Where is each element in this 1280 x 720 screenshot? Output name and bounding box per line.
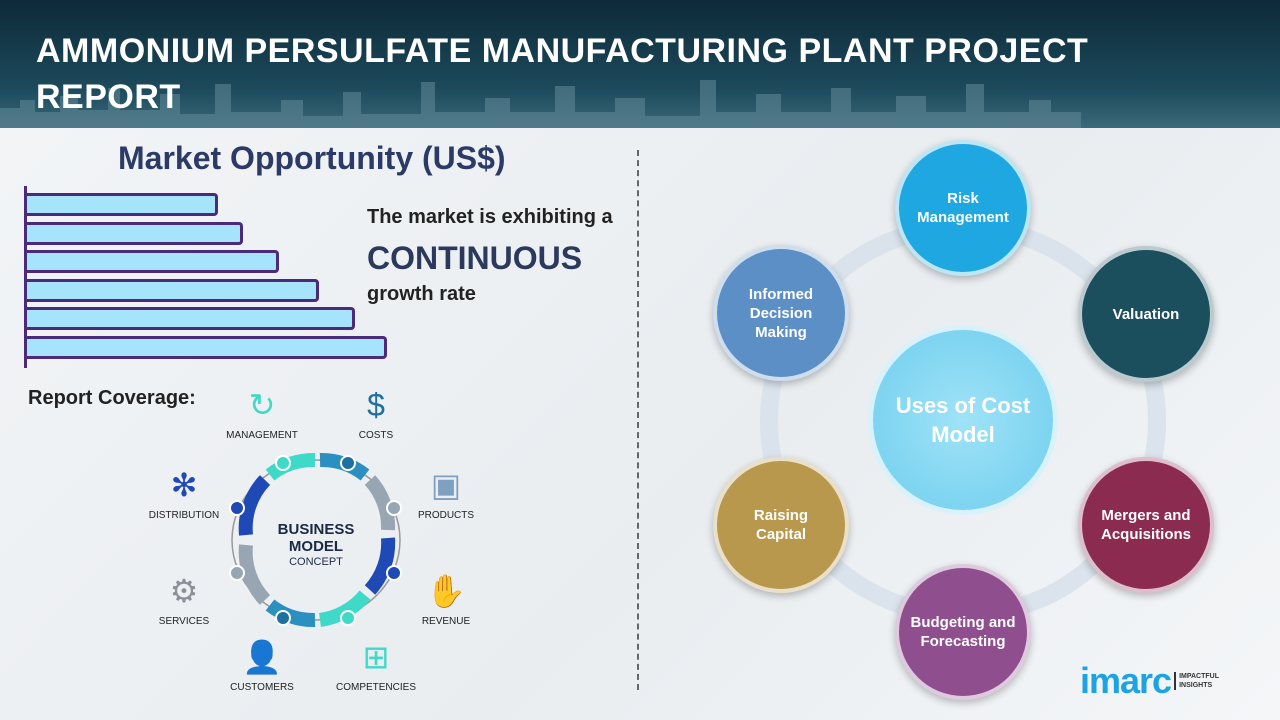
bar-axis [24, 186, 27, 368]
section-divider [637, 150, 639, 690]
market-bar [27, 307, 355, 330]
gears-icon: ⚙ [169, 573, 199, 609]
imarc-logo: imarc IMPACTFUL INSIGHTS [1080, 660, 1219, 702]
logo-name: imarc [1080, 660, 1172, 701]
logo-tagline2: INSIGHTS [1179, 682, 1213, 689]
coverage-label: COSTS [358, 430, 394, 441]
hand-coins-icon: ✋ [426, 573, 466, 609]
header-banner: AMMONIUM PERSULFATE MANUFACTURING PLANT … [0, 0, 1280, 128]
report-coverage-title: Report Coverage: [28, 387, 196, 409]
city-skyline [0, 80, 1081, 128]
coverage-label: PRODUCTS [417, 510, 475, 521]
bm-line3: CONCEPT [289, 556, 343, 568]
page-title: AMMONIUM PERSULFATE MANUFACTURING PLANT … [36, 32, 1089, 116]
box-icon: ▣ [430, 467, 462, 503]
use-node: Valuation [1078, 246, 1214, 382]
business-model-diagram: BUSINESS MODEL CONCEPT [229, 453, 402, 627]
market-bar [27, 335, 387, 359]
coverage-label: SERVICES [158, 616, 210, 627]
market-bar [27, 193, 218, 216]
coverage-label: COMPETENCIES [335, 682, 416, 693]
use-node: Raising Capital [713, 457, 849, 593]
coverage-label: REVENUE [421, 616, 471, 627]
bm-line2: MODEL [289, 538, 343, 555]
market-bar [27, 250, 279, 273]
user-icon: 👤 [242, 639, 282, 675]
logo-tagline1: IMPACTFUL [1179, 673, 1219, 680]
coverage-label: MANAGEMENT [226, 430, 298, 441]
network-icon: ✻ [170, 467, 198, 503]
lightbulb-cycle-icon: ↻ [248, 387, 276, 423]
use-node: Informed Decision Making [713, 245, 849, 381]
hierarchy-icon: ⊞ [362, 639, 390, 675]
money-bag-icon: $ [367, 387, 385, 423]
coverage-label: DISTRIBUTION [148, 510, 220, 521]
market-bar [27, 221, 243, 245]
market-opportunity-title: Market Opportunity (US$) [118, 140, 506, 176]
use-node: Mergers and Acquisitions [1078, 457, 1214, 593]
use-node: Risk Management [895, 140, 1031, 276]
market-text-highlight: CONTINUOUS [367, 240, 583, 276]
coverage-label: CUSTOMERS [230, 682, 294, 693]
market-text-line1: The market is exhibiting a [367, 206, 613, 228]
market-bar [27, 278, 319, 302]
uses-center: Uses of Cost Model [868, 325, 1058, 515]
use-node: Budgeting and Forecasting [895, 564, 1031, 700]
market-text-line3: growth rate [367, 283, 476, 305]
bm-line1: BUSINESS [278, 521, 355, 538]
